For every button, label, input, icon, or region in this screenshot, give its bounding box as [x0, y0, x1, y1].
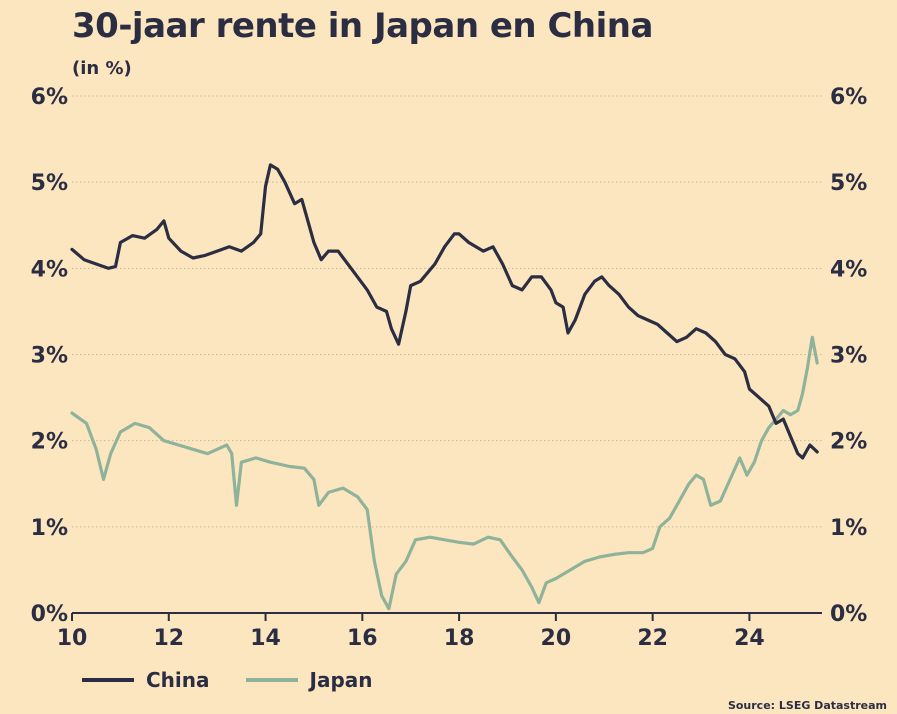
y-tick-label-right-0: 0% — [830, 602, 867, 627]
y-tick-label-left-4: 4% — [31, 257, 68, 282]
chart-title: 30-jaar rente in Japan en China — [72, 6, 653, 46]
x-tick-label-20: 20 — [541, 626, 572, 651]
legend-swatch-japan — [245, 678, 298, 682]
x-tick-label-10: 10 — [57, 626, 88, 651]
x-tick-label-24: 24 — [734, 626, 765, 651]
x-tick-label-14: 14 — [250, 626, 281, 651]
y-tick-label-left-2: 2% — [31, 430, 68, 455]
series-line-china — [70, 163, 819, 460]
legend-swatch-china — [82, 678, 134, 682]
y-tick-label-right-1: 1% — [830, 516, 867, 541]
legend-item-japan: Japan — [245, 668, 373, 692]
y-tick-label-left-6: 6% — [31, 85, 68, 110]
source-note: Source: LSEG Datastream — [727, 699, 887, 712]
y-tick-label-right-2: 2% — [830, 430, 867, 455]
y-tick-label-right-3: 3% — [830, 344, 867, 369]
x-tick-label-22: 22 — [637, 626, 668, 651]
legend-item-china: China — [82, 668, 210, 692]
x-tick-label-18: 18 — [444, 626, 475, 651]
x-tick-label-12: 12 — [153, 626, 184, 651]
y-tick-label-left-5: 5% — [31, 171, 68, 196]
y-tick-label-left-0: 0% — [31, 602, 68, 627]
y-tick-label-left-3: 3% — [31, 344, 68, 369]
y-tick-label-left-1: 1% — [31, 516, 68, 541]
legend-label-japan: Japan — [309, 668, 373, 692]
y-tick-label-right-4: 4% — [830, 257, 867, 282]
legend-label-china: China — [146, 668, 210, 692]
x-tick-label-16: 16 — [347, 626, 378, 651]
series-line-japan — [70, 335, 819, 611]
y-tick-label-right-6: 6% — [830, 85, 867, 110]
chart-subtitle: (in %) — [72, 58, 132, 79]
legend: China Japan — [82, 668, 409, 692]
y-tick-label-right-5: 5% — [830, 171, 867, 196]
